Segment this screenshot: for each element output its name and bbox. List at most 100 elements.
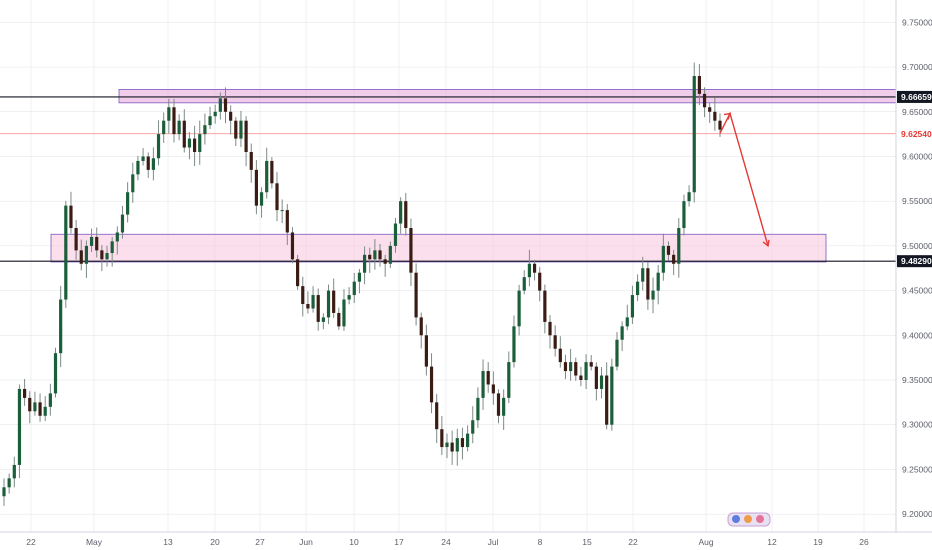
x-tick-label: 27 [255, 537, 265, 547]
candle [532, 259, 537, 281]
candle [362, 246, 367, 285]
candle [53, 347, 58, 398]
candle-body [558, 348, 562, 363]
candle [316, 288, 320, 331]
candle-body [321, 317, 325, 322]
candle [89, 228, 94, 252]
candle [280, 199, 284, 224]
candle-body [615, 339, 619, 367]
candle [229, 105, 233, 135]
candle-body [306, 304, 310, 309]
candle-body [89, 236, 94, 246]
candle [481, 359, 485, 410]
candle-body [409, 228, 413, 273]
candle-body [337, 312, 341, 327]
candle [38, 393, 42, 422]
y-axis[interactable]: 9.75000 9.70000 9.65000 9.60000 9.55000 9.500… [902, 17, 932, 519]
candle [326, 284, 331, 325]
candle [177, 114, 181, 141]
x-tick-label: 10 [349, 537, 359, 547]
candle [435, 393, 439, 444]
candle [697, 63, 701, 106]
candle [666, 241, 671, 261]
price-levels [0, 96, 896, 262]
candle-body [414, 272, 418, 318]
candle [584, 354, 588, 390]
candle [239, 110, 243, 147]
candle-body [239, 120, 243, 139]
projection-arrow[interactable] [719, 111, 770, 248]
candle-body [373, 250, 377, 260]
candle [332, 278, 336, 318]
candle-body [162, 120, 166, 135]
candle-body [203, 125, 207, 135]
candle [486, 362, 490, 393]
candle [33, 391, 37, 416]
candle [208, 106, 212, 130]
candle-body [599, 375, 604, 389]
candle-body [126, 192, 130, 215]
y-tick-label: 9.25000 [902, 464, 932, 474]
candle [692, 62, 696, 203]
candle-body [486, 371, 490, 385]
candle-body [146, 156, 150, 170]
candle-body [702, 93, 707, 108]
y-tick-label: 9.40000 [902, 330, 932, 340]
candle-body [249, 152, 253, 170]
candle [687, 185, 691, 207]
candle-body [285, 210, 289, 233]
candle-body [131, 174, 135, 193]
x-tick-label: 22 [628, 537, 638, 547]
candle [265, 147, 269, 199]
candle [558, 336, 562, 368]
candle [311, 286, 315, 313]
candle [120, 205, 125, 239]
candle-body [53, 353, 58, 394]
candle-body [187, 138, 192, 148]
candle [223, 87, 228, 124]
candle-body [352, 281, 356, 296]
candle-body [265, 160, 269, 193]
candle [605, 362, 609, 430]
candle-body [213, 111, 217, 117]
candle [404, 192, 408, 236]
candle [414, 263, 418, 326]
candle [285, 204, 289, 245]
candle [84, 240, 89, 278]
candle [156, 120, 161, 166]
candle-body [48, 393, 52, 407]
candle-body [656, 272, 660, 291]
candle-body [481, 371, 485, 398]
candle-body [677, 228, 681, 264]
candle [337, 307, 341, 330]
candle [460, 427, 465, 460]
candle-body [59, 299, 63, 354]
candle-body [692, 76, 696, 193]
y-tick-label: 9.75000 [902, 17, 932, 27]
candle-body [641, 268, 645, 282]
candle-body [136, 160, 140, 175]
candle-body [347, 295, 351, 300]
candle [409, 218, 413, 287]
candle-body [424, 335, 428, 367]
candle-body [635, 281, 640, 296]
candle [615, 332, 619, 371]
candle-body [466, 433, 470, 448]
candle-body [538, 272, 542, 291]
candle-body [198, 134, 202, 152]
candle [69, 191, 73, 234]
candle [569, 348, 573, 381]
candle-body [517, 290, 521, 327]
candle-body [440, 429, 444, 448]
candle-body [33, 402, 37, 412]
candle [59, 285, 63, 368]
candle [651, 277, 655, 314]
candle [192, 125, 197, 166]
x-tick-label: Jul [488, 537, 499, 547]
candle-body [12, 464, 16, 479]
candle [702, 87, 707, 118]
candle [419, 312, 423, 349]
x-axis[interactable]: 22 May 13 20 27 Jun 10 17 24 Jul 8 15 22 Aug 12 19 26 [26, 537, 869, 547]
